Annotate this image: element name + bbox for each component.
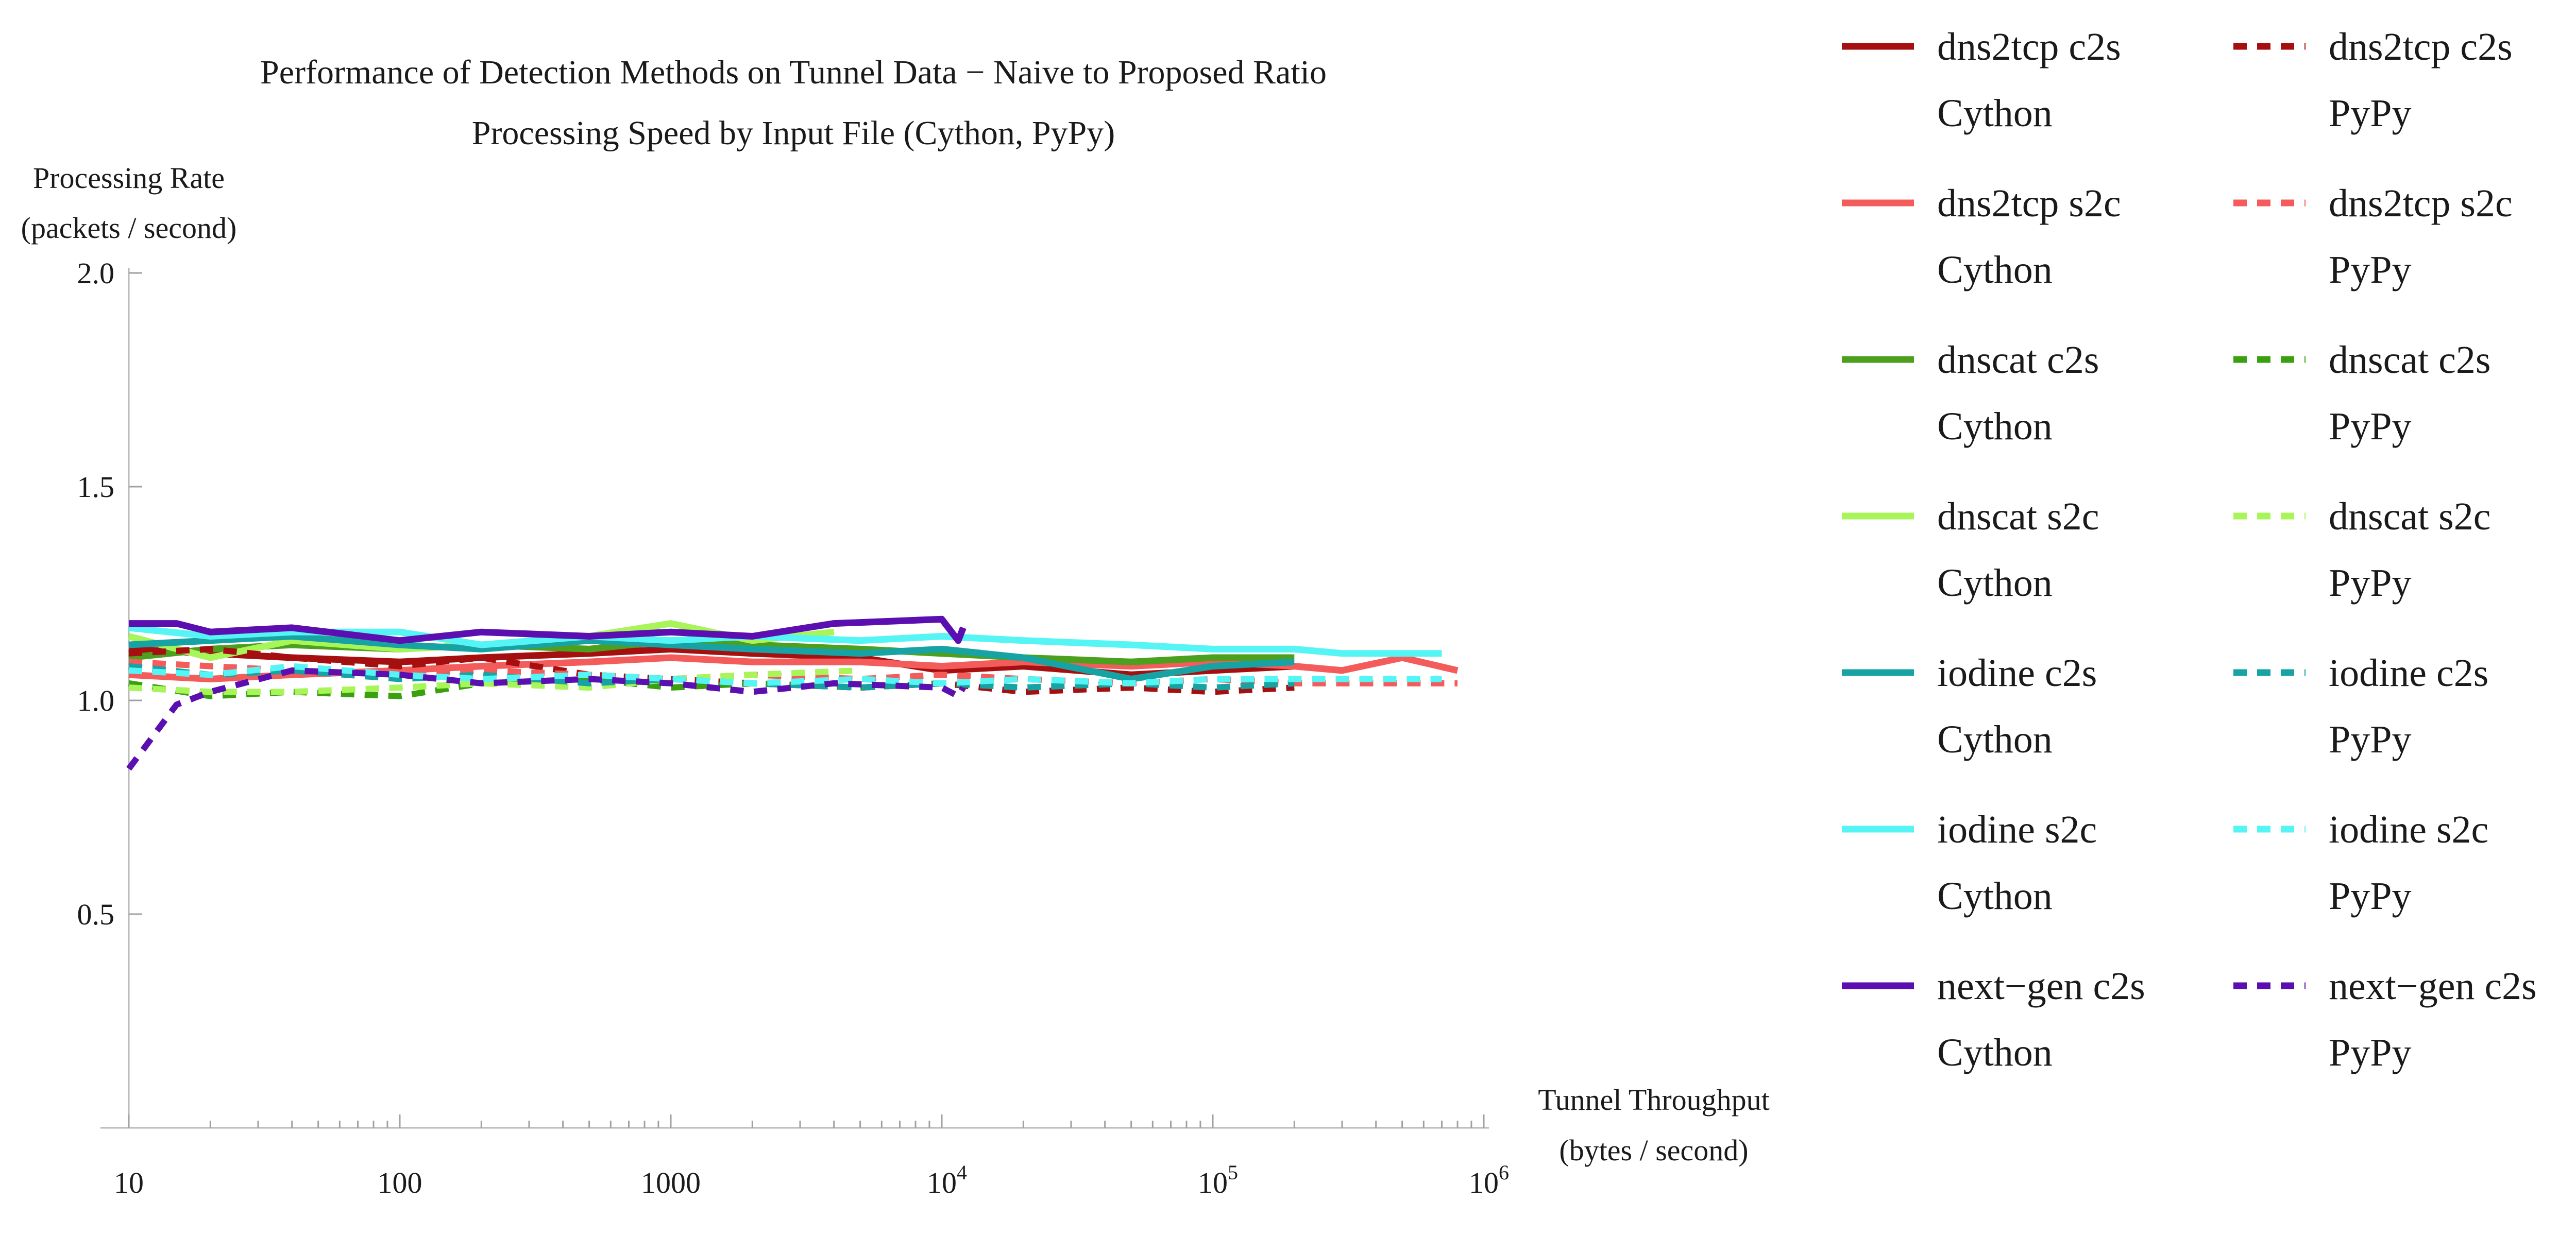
legend-method: Cython (1937, 874, 2053, 918)
legend-series-name: dnscat s2c (2329, 495, 2490, 538)
chart-title: Performance of Detection Methods on Tunn… (260, 54, 1327, 91)
legend-series-name: iodine s2c (1937, 808, 2097, 851)
chart-subtitle: Processing Speed by Input File (Cython, … (472, 114, 1115, 152)
legend-item: dns2tcp s2c PyPy (2233, 182, 2513, 291)
x-tick-label: 100 (378, 1166, 422, 1199)
legend-series-name: iodine c2s (1937, 651, 2097, 695)
legend-item: dnscat s2c Cython (1842, 495, 2099, 605)
legend-method: PyPy (2329, 405, 2412, 448)
y-tick-label: 1.0 (77, 684, 115, 717)
x-axis-label-line-2: (bytes / second) (1559, 1134, 1748, 1167)
series-line-next-gen-c2s-cython (129, 615, 967, 644)
series-lines (126, 615, 1459, 771)
legend-item: iodine c2s PyPy (2233, 651, 2488, 761)
x-tick-label: 104 (927, 1161, 967, 1199)
y-tick-label: 1.5 (77, 470, 115, 504)
legend-item: dnscat c2s PyPy (2233, 338, 2490, 448)
legend-item: next−gen c2s Cython (1842, 965, 2145, 1074)
legend-method: Cython (1937, 561, 2053, 605)
legend-series-name: dns2tcp c2s (1937, 25, 2121, 68)
series-line-dnscat-s2c-pypy (128, 667, 860, 695)
series-line-iodine-c2s-cython (128, 633, 1295, 682)
legend-method: PyPy (2329, 1031, 2412, 1074)
legend-method: Cython (1937, 248, 2053, 291)
legend-series-name: dns2tcp c2s (2329, 25, 2513, 68)
x-tick-label: 1000 (641, 1166, 701, 1199)
y-axis-label-line-2: (packets / second) (21, 211, 237, 245)
axes: 0.5 1.0 1.5 2.0 10 100 1000 104 105 106 (77, 256, 1510, 1199)
legend-item: iodine s2c Cython (1842, 808, 2097, 918)
series-line-iodine-s2c-pypy (128, 663, 1442, 686)
legend-method: Cython (1937, 1031, 2053, 1074)
legend-method: PyPy (2329, 718, 2412, 761)
legend-item: dns2tcp s2c Cython (1842, 182, 2121, 291)
y-tick-label: 0.5 (77, 898, 115, 931)
legend-item: dnscat c2s Cython (1842, 338, 2099, 448)
legend-series-name: iodine c2s (2329, 651, 2488, 695)
legend-method: PyPy (2329, 248, 2412, 291)
legend-series-name: next−gen c2s (2329, 965, 2537, 1008)
y-axis-label-line-1: Processing Rate (33, 161, 225, 195)
legend-series-name: dnscat s2c (1937, 495, 2099, 538)
legend-method: PyPy (2329, 561, 2412, 605)
legend-method: Cython (1937, 405, 2053, 448)
legend-item: dns2tcp c2s PyPy (2233, 25, 2513, 135)
legend-series-name: dns2tcp s2c (2329, 182, 2513, 225)
x-tick-label: 105 (1198, 1161, 1238, 1199)
legend-series-name: dnscat c2s (1937, 338, 2099, 382)
legend-series-name: iodine s2c (2329, 808, 2488, 851)
legend-method: PyPy (2329, 92, 2412, 135)
legend-item: next−gen c2s PyPy (2233, 965, 2537, 1074)
legend-item: iodine s2c PyPy (2233, 808, 2488, 918)
x-axis-label-line-1: Tunnel Throughput (1538, 1083, 1770, 1117)
legend-item: iodine c2s Cython (1842, 651, 2097, 761)
x-tick-label: 10 (114, 1166, 144, 1199)
series-line-dnscat-c2s-cython (128, 637, 1295, 665)
legend-item: dns2tcp c2s Cython (1842, 25, 2121, 135)
legend-series-name: next−gen c2s (1937, 965, 2145, 1008)
legend-method: Cython (1937, 718, 2053, 761)
legend-method: PyPy (2329, 874, 2412, 918)
series-line-next-gen-c2s-pypy (126, 667, 966, 771)
x-tick-label: 106 (1469, 1161, 1509, 1199)
y-tick-label: 2.0 (77, 256, 115, 290)
legend-series-name: dnscat c2s (2329, 338, 2490, 382)
legend-method: Cython (1937, 92, 2053, 135)
legend-item: dnscat s2c PyPy (2233, 495, 2490, 605)
legend-series-name: dns2tcp s2c (1937, 182, 2121, 225)
